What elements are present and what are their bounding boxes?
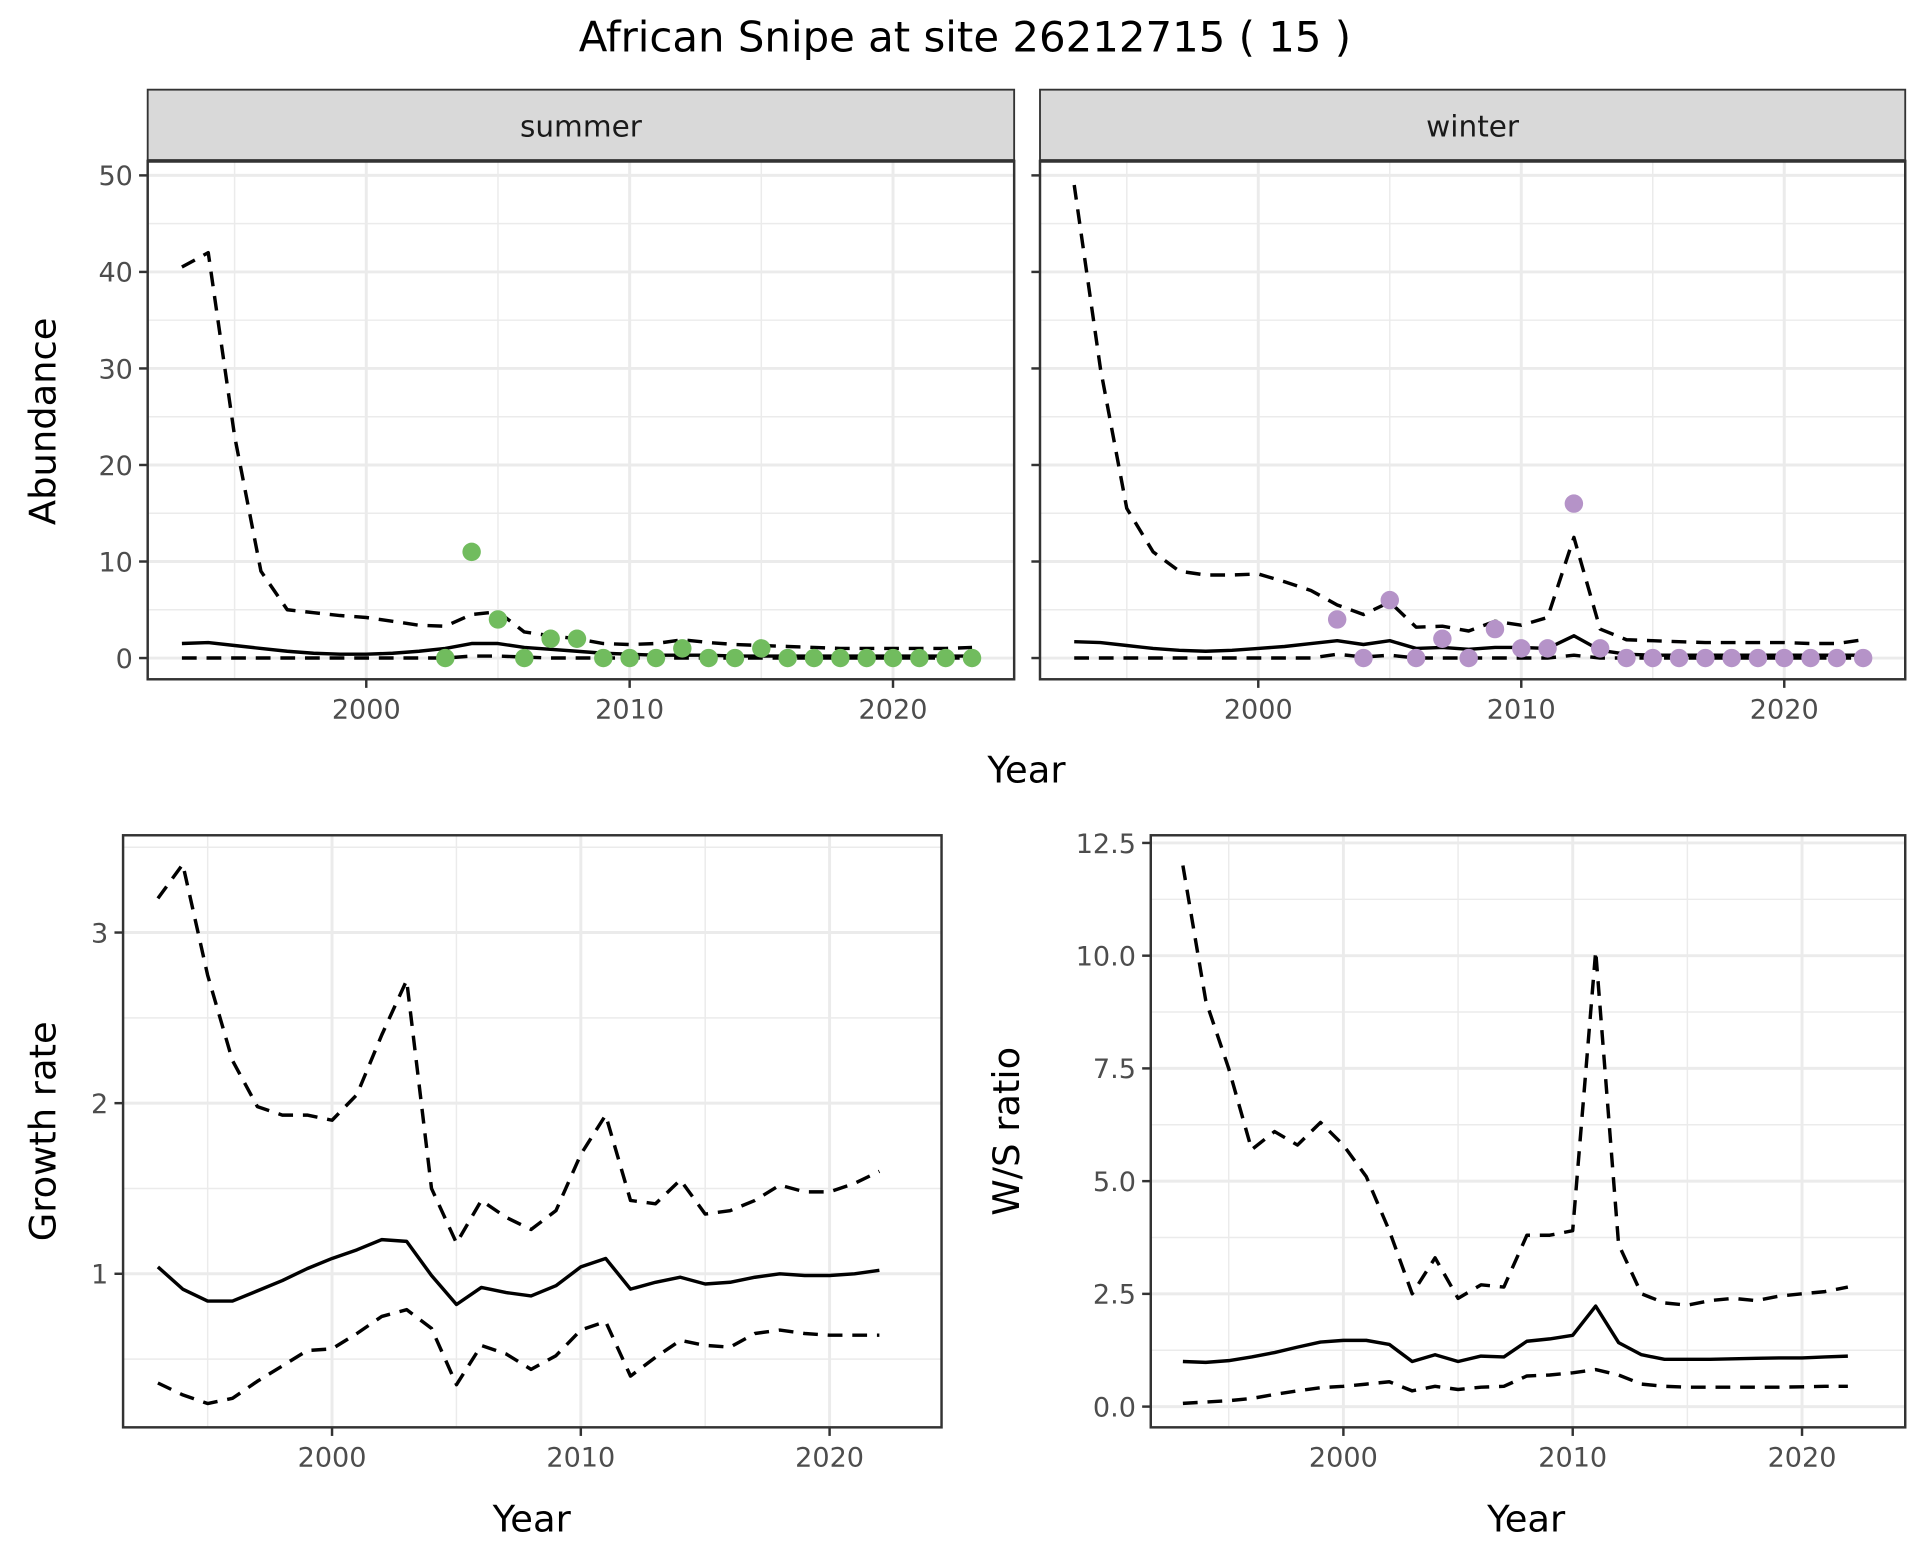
x-tick-label: 2000 xyxy=(298,1443,367,1474)
panel-ws: 0.0 2.5 5.0 7.5 10.0 12.5 2000 2010 2020 xyxy=(1076,829,1907,1474)
x-tick-label: 2010 xyxy=(1487,695,1556,726)
facet-strip-label: winter xyxy=(1426,109,1520,143)
data-point-winter xyxy=(1748,648,1768,668)
facet-strip xyxy=(1039,88,1907,162)
y-tick-label: 10.0 xyxy=(1076,942,1136,973)
data-point-summer xyxy=(883,648,903,668)
data-point-winter xyxy=(1433,629,1452,648)
data-point-summer xyxy=(857,648,876,668)
y-axis-label-abundance: Abundance xyxy=(21,318,64,526)
data-point-winter xyxy=(1696,648,1715,668)
data-point-winter xyxy=(1669,648,1689,668)
data-point-winter xyxy=(1801,648,1820,668)
data-point-summer xyxy=(515,648,534,668)
x-tick-label: 2020 xyxy=(1750,695,1819,726)
data-point-summer xyxy=(831,648,850,668)
data-point-summer xyxy=(910,648,929,668)
y-tick-label: 20 xyxy=(98,451,132,482)
data-point-summer xyxy=(646,648,666,668)
plot-background xyxy=(1150,835,1906,1428)
data-point-summer xyxy=(804,648,824,668)
panel-border xyxy=(121,834,943,1429)
facet-strip-label: summer xyxy=(520,109,643,143)
data-point-winter xyxy=(1354,648,1373,668)
x-axis-label-ws: Year xyxy=(1486,1498,1566,1541)
x-tick-label: 2020 xyxy=(1768,1443,1837,1474)
y-tick-label: 3 xyxy=(91,918,108,949)
data-point-winter xyxy=(1564,494,1584,513)
panel-summer: 0 10 20 30 40 50 2000 2010 2020 summer xyxy=(98,88,1016,726)
data-point-winter xyxy=(1380,590,1400,610)
panel-growth: 1 2 3 2000 2010 2020 xyxy=(91,834,943,1474)
data-point-summer xyxy=(673,639,692,658)
series-line-upper xyxy=(1072,184,1864,646)
y-tick-label: 40 xyxy=(98,258,132,289)
y-tick-label: 50 xyxy=(98,161,132,192)
series-line-lower xyxy=(181,654,973,660)
data-point-summer xyxy=(620,648,639,668)
data-point-winter xyxy=(1722,648,1741,668)
data-point-winter xyxy=(1327,610,1347,629)
data-point-winter xyxy=(1643,648,1662,668)
y-tick-label: 2 xyxy=(91,1089,108,1120)
data-point-summer xyxy=(567,629,587,648)
y-tick-label: 7.5 xyxy=(1093,1054,1136,1085)
data-point-winter xyxy=(1775,648,1794,668)
panel-winter: 2000 2010 2020 winter xyxy=(1031,88,1907,726)
series-line-mean xyxy=(156,1237,880,1307)
data-point-summer xyxy=(699,648,718,668)
data-point-summer xyxy=(541,629,560,648)
data-point-winter xyxy=(1827,648,1847,668)
y-axis-label-growth: Growth rate xyxy=(21,1021,64,1241)
x-axis-label-growth: Year xyxy=(492,1498,572,1541)
y-axis-label-ws: W/S ratio xyxy=(985,1047,1028,1216)
facet-strip xyxy=(146,88,1016,162)
plot-background xyxy=(1040,160,1906,680)
x-tick-label: 2010 xyxy=(546,1443,615,1474)
data-point-winter xyxy=(1459,648,1478,668)
x-tick-label: 2000 xyxy=(1224,695,1293,726)
x-tick-label: 2000 xyxy=(1309,1443,1378,1474)
data-point-winter xyxy=(1538,639,1557,658)
x-tick-label: 2000 xyxy=(332,695,401,726)
data-point-summer xyxy=(725,648,745,668)
data-point-summer xyxy=(778,648,797,668)
x-tick-label: 2010 xyxy=(1538,1443,1607,1474)
data-point-summer xyxy=(436,648,455,668)
data-point-winter xyxy=(1485,619,1505,639)
series-line-upper xyxy=(156,862,881,1245)
y-tick-label: 10 xyxy=(98,547,132,578)
data-point-winter xyxy=(1853,648,1873,668)
data-point-summer xyxy=(962,648,982,668)
data-point-winter xyxy=(1512,639,1531,658)
plot-background xyxy=(147,160,1015,680)
data-point-summer xyxy=(462,542,481,562)
plot-background xyxy=(123,835,942,1428)
y-tick-label: 2.5 xyxy=(1093,1280,1136,1311)
x-tick-label: 2020 xyxy=(859,695,928,726)
data-point-summer xyxy=(488,610,508,629)
y-tick-label: 12.5 xyxy=(1076,829,1136,860)
panel-border xyxy=(1149,834,1907,1429)
data-point-winter xyxy=(1617,648,1636,668)
data-point-winter xyxy=(1406,648,1426,668)
series-line-mean xyxy=(1182,1304,1848,1365)
y-tick-label: 1 xyxy=(91,1260,108,1291)
x-axis-label-top: Year xyxy=(986,748,1066,791)
x-tick-label: 2020 xyxy=(795,1443,864,1474)
data-point-summer xyxy=(752,639,771,658)
data-point-summer xyxy=(594,648,613,668)
data-point-summer xyxy=(936,648,955,668)
series-line-lower xyxy=(157,1307,880,1406)
y-tick-label: 0 xyxy=(116,644,133,675)
data-point-winter xyxy=(1590,639,1610,658)
series-line-upper xyxy=(1181,865,1849,1307)
series-line-lower xyxy=(1182,1367,1848,1406)
y-tick-label: 5.0 xyxy=(1093,1167,1136,1198)
chart-title: African Snipe at site 26212715 ( 15 ) xyxy=(579,13,1351,62)
y-tick-label: 0.0 xyxy=(1093,1392,1136,1423)
x-tick-label: 2010 xyxy=(595,695,664,726)
y-tick-label: 30 xyxy=(98,354,132,385)
